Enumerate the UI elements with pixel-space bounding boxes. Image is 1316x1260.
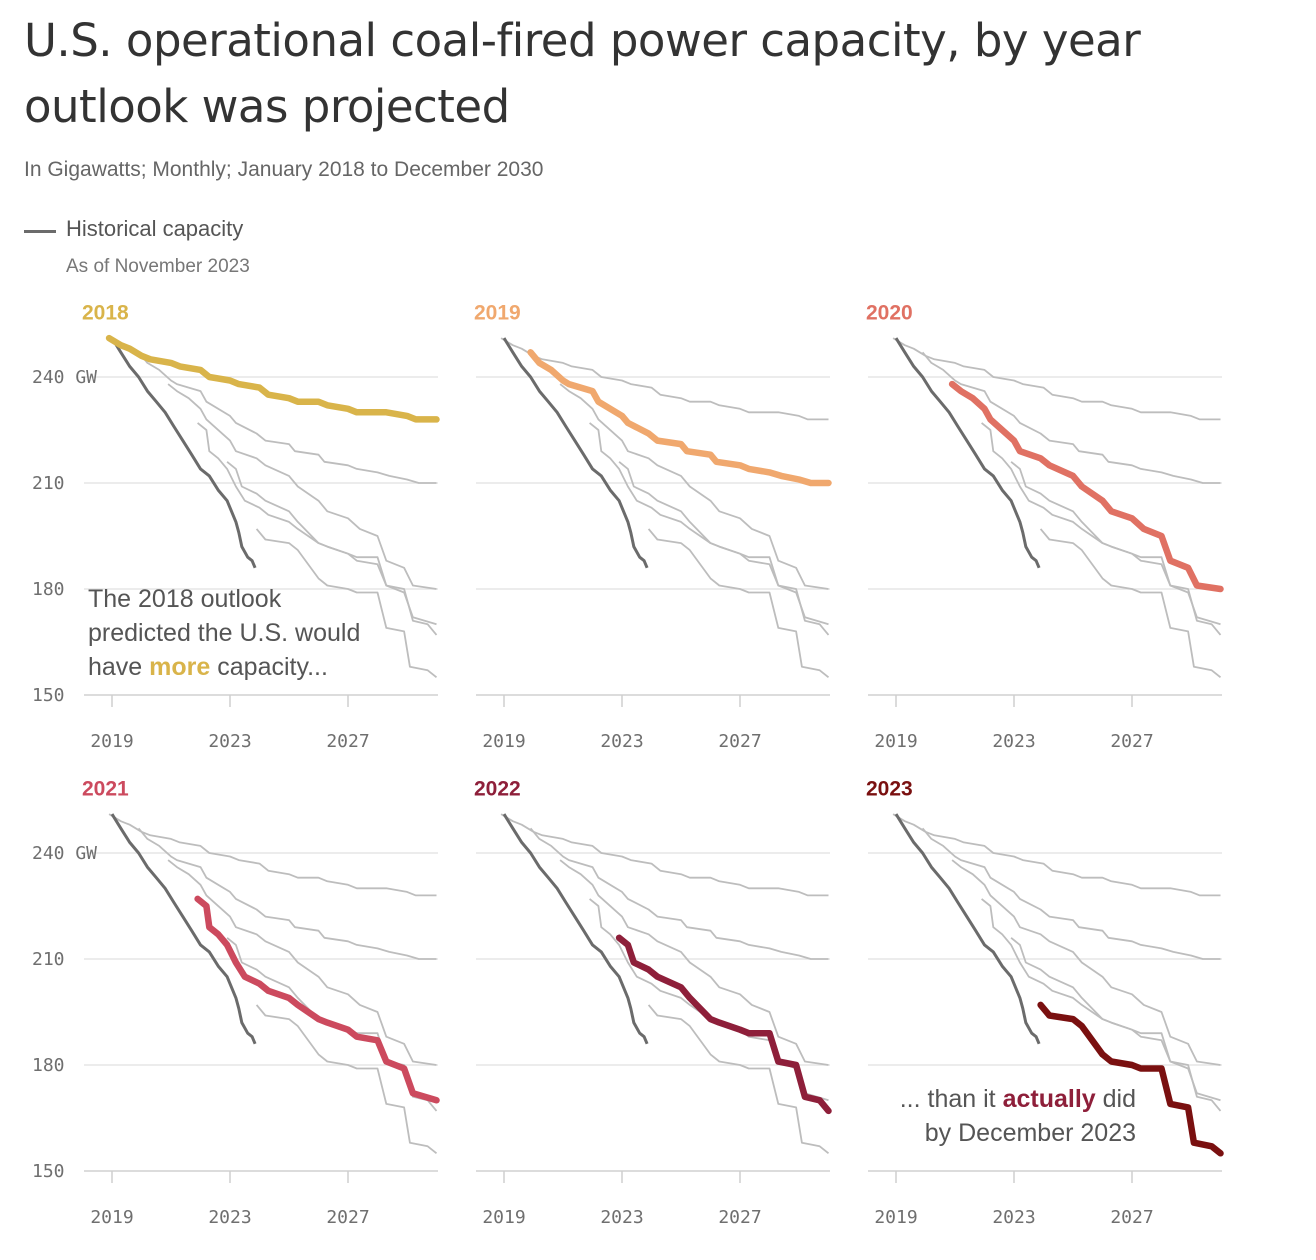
y-tick-label: 240 GW bbox=[32, 843, 97, 864]
x-tick-label: 2019 bbox=[874, 1207, 917, 1228]
outlook-line-2021 bbox=[194, 895, 440, 1104]
context-line-2020 bbox=[559, 383, 829, 590]
annotation-text: have bbox=[88, 653, 149, 681]
context-line-2018 bbox=[108, 813, 437, 897]
context-line-2019 bbox=[137, 827, 437, 960]
historical-line bbox=[502, 337, 649, 569]
x-tick-label: 2019 bbox=[874, 731, 917, 752]
x-tick-label: 2023 bbox=[208, 1207, 251, 1228]
y-tick-label: 180 bbox=[32, 1055, 65, 1076]
historical-line bbox=[894, 813, 1041, 1045]
annotation-line: have more capacity... bbox=[88, 653, 328, 681]
panel-label: 2020 bbox=[866, 302, 913, 325]
annotation-highlight: more bbox=[149, 653, 210, 681]
context-line-2019 bbox=[137, 351, 437, 484]
x-tick-label: 2027 bbox=[1110, 1207, 1153, 1228]
context-line-2023 bbox=[255, 1004, 438, 1155]
y-tick-label: 150 bbox=[32, 685, 65, 706]
x-tick-label: 2023 bbox=[992, 1207, 1035, 1228]
context-line-2019 bbox=[921, 827, 1221, 960]
context-line-2018 bbox=[500, 813, 829, 897]
x-tick-label: 2023 bbox=[208, 731, 251, 752]
x-tick-label: 2019 bbox=[90, 731, 133, 752]
panel-2018: 240 GW 210 180 150 2019 2023 2027 2018 The 2018 … bbox=[32, 302, 440, 752]
historical-line bbox=[110, 337, 257, 569]
panel-label: 2023 bbox=[866, 778, 913, 801]
context-line-2023 bbox=[1039, 528, 1222, 679]
panel-label: 2021 bbox=[82, 778, 129, 801]
annotation-line: The 2018 outlook bbox=[88, 585, 282, 613]
panel-2022: 2019 2023 2027 2022 bbox=[474, 778, 832, 1228]
context-line-2022 bbox=[1010, 461, 1222, 636]
context-line-2023 bbox=[255, 528, 438, 679]
x-tick-label: 2023 bbox=[600, 731, 643, 752]
context-line-2020 bbox=[167, 383, 437, 590]
context-line-2019 bbox=[529, 827, 829, 960]
x-tick-label: 2019 bbox=[482, 1207, 525, 1228]
annotation-line: predicted the U.S. would bbox=[88, 619, 360, 647]
chart-title: U.S. operational coal-fired power capaci… bbox=[24, 14, 1141, 133]
context-line-2019 bbox=[921, 351, 1221, 484]
panel-2020: 2019 2023 2027 2020 bbox=[866, 302, 1224, 752]
panel-2023: 2019 2023 2027 2023 ... than it actually did… bbox=[866, 778, 1224, 1228]
historical-line bbox=[502, 813, 649, 1045]
legend-historical-label: Historical capacity bbox=[66, 216, 244, 241]
annotation-line: ... than it actually did bbox=[900, 1085, 1136, 1113]
y-tick-label: 180 bbox=[32, 579, 65, 600]
historical-line bbox=[894, 337, 1041, 569]
context-line-2022 bbox=[1010, 937, 1222, 1112]
annotation-text: capacity... bbox=[210, 653, 328, 681]
panel-label: 2019 bbox=[474, 302, 521, 325]
x-tick-label: 2023 bbox=[600, 1207, 643, 1228]
context-line-2021 bbox=[981, 898, 1221, 1102]
legend-historical-swatch bbox=[24, 230, 56, 233]
context-line-2018 bbox=[892, 813, 1221, 897]
y-tick-label: 210 bbox=[32, 473, 65, 494]
outlook-line-2018 bbox=[105, 334, 440, 423]
x-tick-label: 2027 bbox=[326, 1207, 369, 1228]
context-line-2020 bbox=[167, 859, 437, 1066]
historical-line bbox=[110, 813, 257, 1045]
x-tick-label: 2023 bbox=[992, 731, 1035, 752]
panel-label: 2022 bbox=[474, 778, 521, 801]
context-line-2018 bbox=[500, 337, 829, 421]
context-line-2020 bbox=[559, 859, 829, 1066]
chart-subtitle: In Gigawatts; Monthly; January 2018 to D… bbox=[24, 158, 544, 181]
x-tick-label: 2027 bbox=[326, 731, 369, 752]
context-line-2018 bbox=[892, 337, 1221, 421]
context-line-2020 bbox=[951, 859, 1221, 1066]
panel-label: 2018 bbox=[82, 302, 129, 325]
legend-historical-sublabel: As of November 2023 bbox=[66, 256, 250, 277]
context-line-2023 bbox=[647, 1004, 830, 1155]
outlook-line-2023 bbox=[1037, 1001, 1224, 1157]
context-line-2022 bbox=[618, 461, 830, 636]
x-tick-label: 2027 bbox=[1110, 731, 1153, 752]
x-tick-label: 2027 bbox=[718, 1207, 761, 1228]
outlook-line-2020 bbox=[948, 380, 1224, 593]
outlook-line-2019 bbox=[527, 349, 832, 487]
context-line-2023 bbox=[647, 528, 830, 679]
y-tick-label: 240 GW bbox=[32, 367, 97, 388]
y-tick-label: 150 bbox=[32, 1161, 65, 1182]
context-line-2021 bbox=[589, 898, 829, 1102]
x-tick-label: 2019 bbox=[90, 1207, 133, 1228]
annotation-line: by December 2023 bbox=[925, 1119, 1136, 1147]
y-tick-label: 210 bbox=[32, 949, 65, 970]
x-tick-label: 2019 bbox=[482, 731, 525, 752]
panel-2021: 240 GW 210 180 150 2019 2023 2027 2021 bbox=[32, 778, 440, 1228]
annotation-text: did bbox=[1096, 1085, 1136, 1113]
annotation-highlight: actually bbox=[1003, 1085, 1096, 1113]
context-line-2022 bbox=[226, 461, 438, 636]
outlook-line-2022 bbox=[615, 934, 832, 1115]
annotation-text: ... than it bbox=[900, 1085, 1003, 1113]
panel-2019: 2019 2023 2027 2019 bbox=[474, 302, 832, 752]
x-tick-label: 2027 bbox=[718, 731, 761, 752]
